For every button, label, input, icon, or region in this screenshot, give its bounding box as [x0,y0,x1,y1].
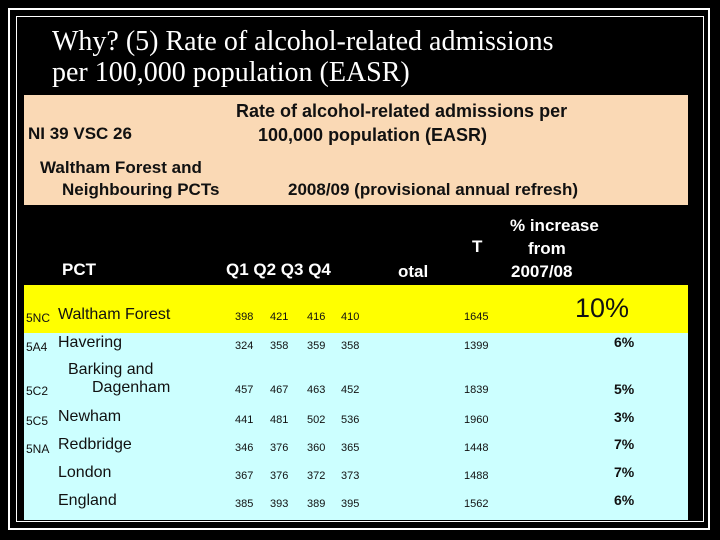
row-q1: 367 [235,470,254,482]
row-q1: 398 [235,311,254,323]
slide-outer-border [8,8,710,530]
row-q2: 376 [270,442,289,454]
row-q4: 373 [341,470,360,482]
slide-inner-border [16,16,704,522]
row-q3: 359 [307,340,326,352]
column-header-increase-line-3: 2007/08 [511,262,573,281]
row-increase: 6% [614,334,635,350]
row-q2: 358 [270,340,289,352]
row-name-line-1: Barking and [68,361,154,378]
row-q2: 376 [270,470,289,482]
row-q2: 421 [270,311,289,323]
column-header-band [24,205,688,285]
row-total: 1960 [464,414,489,426]
period-label: 2008/09 (provisional annual refresh) [288,180,579,199]
column-header-increase-line-1: % increase [510,216,599,235]
row-name: Redbridge [58,436,132,453]
panel-heading-line-1: Rate of alcohol-related admissions per [236,101,568,121]
column-header-quarters: Q1 Q2 Q3 Q4 [226,260,331,279]
highlight-row-background [24,285,688,333]
row-q3: 372 [307,470,326,482]
slide-title: Why? (5) Rate of alcohol-related admissi… [52,26,692,88]
row-total: 1562 [464,498,489,510]
row-name-line-2: Dagenham [92,379,171,396]
column-header-total-rest: otal [398,262,429,281]
row-q1: 346 [235,442,254,454]
row-q2: 393 [270,498,289,510]
row-increase: 7% [614,464,635,480]
row-q4: 536 [341,414,360,426]
row-increase: 10% [575,293,630,323]
row-increase: 7% [614,436,635,452]
row-q4: 395 [341,498,360,510]
row-name: Waltham Forest [58,306,171,323]
row-code: 5C5 [26,414,49,428]
header-panel [24,95,688,205]
row-q1: 324 [235,340,254,352]
area-label-line-2: Neighbouring PCTs [62,180,220,199]
row-q4: 452 [341,384,360,396]
row-code: 5A4 [26,340,48,354]
row-q1: 385 [235,498,254,510]
row-total: 1839 [464,384,489,396]
row-q2: 467 [270,384,289,396]
slide-title-line-1: Why? (5) Rate of alcohol-related admissi… [52,26,554,57]
slide-title-line-2: per 100,000 population (EASR) [52,57,410,88]
row-q1: 457 [235,384,254,396]
column-header-increase-line-2: from [528,239,566,258]
row-q3: 360 [307,442,326,454]
row-increase: 5% [614,381,635,397]
row-q4: 410 [341,311,360,323]
row-q3: 463 [307,384,326,396]
row-name: London [58,464,112,481]
indicator-label: NI 39 VSC 26 [28,124,132,143]
row-code: 5NC [26,311,51,325]
column-header-pct: PCT [62,260,96,279]
row-total: 1488 [464,470,489,482]
row-code: 5NA [26,442,50,456]
row-name: Havering [58,334,123,351]
row-q1: 441 [235,414,254,426]
area-label-line-1: Waltham Forest and [40,158,202,177]
row-total: 1399 [464,340,489,352]
row-name: England [58,492,117,509]
table-body-background [24,333,688,520]
row-q2: 481 [270,414,289,426]
row-total: 1645 [464,311,489,323]
row-q3: 389 [307,498,326,510]
row-increase: 6% [614,492,635,508]
column-header-total-initial: T [472,237,483,256]
row-q3: 502 [307,414,326,426]
row-name: Newham [58,408,122,425]
row-increase: 3% [614,409,635,425]
row-q3: 416 [307,311,326,323]
row-total: 1448 [464,442,489,454]
row-q4: 358 [341,340,360,352]
row-q4: 365 [341,442,360,454]
row-code: 5C2 [26,384,49,398]
panel-heading-line-2: 100,000 population (EASR) [258,125,488,145]
